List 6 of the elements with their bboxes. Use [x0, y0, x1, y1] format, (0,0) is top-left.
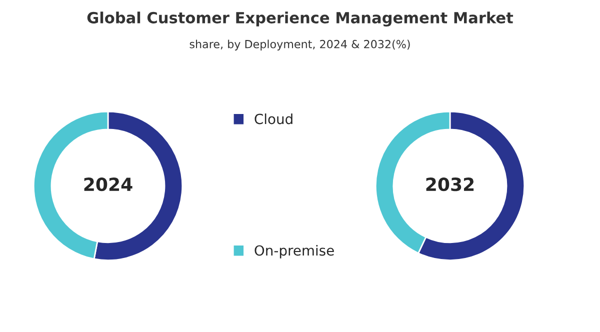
text: 2024	[84, 178, 132, 192]
legend-label: On-premise	[254, 244, 334, 258]
legend-label: Cloud	[254, 113, 292, 124]
text: 2032	[426, 178, 474, 192]
chart-title: Global Customer Experience Management Market	[87, 12, 514, 27]
chart-subtitle: share, by Deployment, 2024 & 2032(%)	[190, 40, 410, 50]
